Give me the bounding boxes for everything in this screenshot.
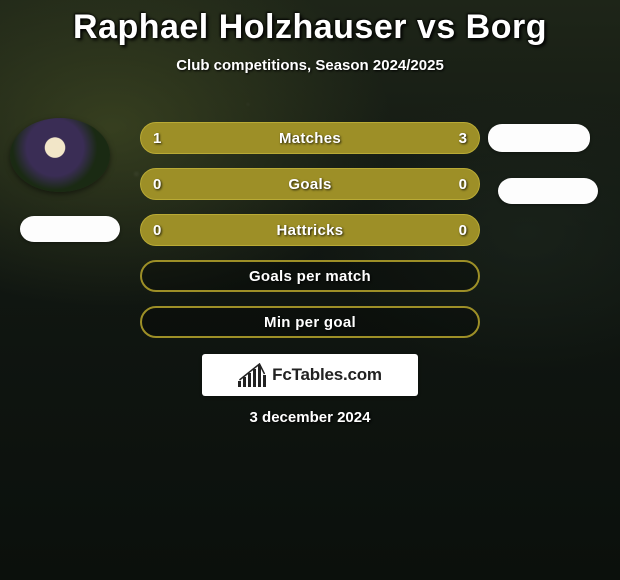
stat-label: Hattricks (277, 222, 344, 239)
page-subtitle: Club competitions, Season 2024/2025 (0, 57, 620, 74)
stat-value-right: 0 (459, 215, 467, 247)
brand-box: FcTables.com (202, 354, 418, 396)
stat-pill-goals: Goals 0 0 (140, 168, 480, 200)
stat-label: Min per goal (264, 314, 356, 331)
stat-label: Goals (288, 176, 331, 193)
player1-flag (20, 216, 120, 242)
infographic-root: Raphael Holzhauser vs Borg Club competit… (0, 0, 620, 580)
stat-value-left: 0 (153, 169, 161, 201)
stat-pill-min_per_goal: Min per goal (140, 306, 480, 338)
brand-text: FcTables.com (272, 365, 382, 385)
player2-avatar-placeholder (488, 124, 590, 152)
player2-flag (498, 178, 598, 204)
stat-pill-matches: Matches 1 3 (140, 122, 480, 154)
stat-pill-column: Matches 1 3 Goals 0 0 Hattricks 0 0 Goals per mat… (140, 122, 480, 352)
stat-label: Goals per match (249, 268, 371, 285)
stat-value-right: 3 (459, 123, 467, 155)
date-stamp: 3 december 2024 (0, 409, 620, 426)
bar-chart-icon (238, 363, 266, 387)
stat-pill-goals_per_match: Goals per match (140, 260, 480, 292)
player1-avatar (10, 118, 110, 192)
stat-value-left: 1 (153, 123, 161, 155)
stat-pill-hattricks: Hattricks 0 0 (140, 214, 480, 246)
stat-label: Matches (279, 130, 341, 147)
stat-value-left: 0 (153, 215, 161, 247)
stat-value-right: 0 (459, 169, 467, 201)
page-title: Raphael Holzhauser vs Borg (0, 0, 620, 47)
